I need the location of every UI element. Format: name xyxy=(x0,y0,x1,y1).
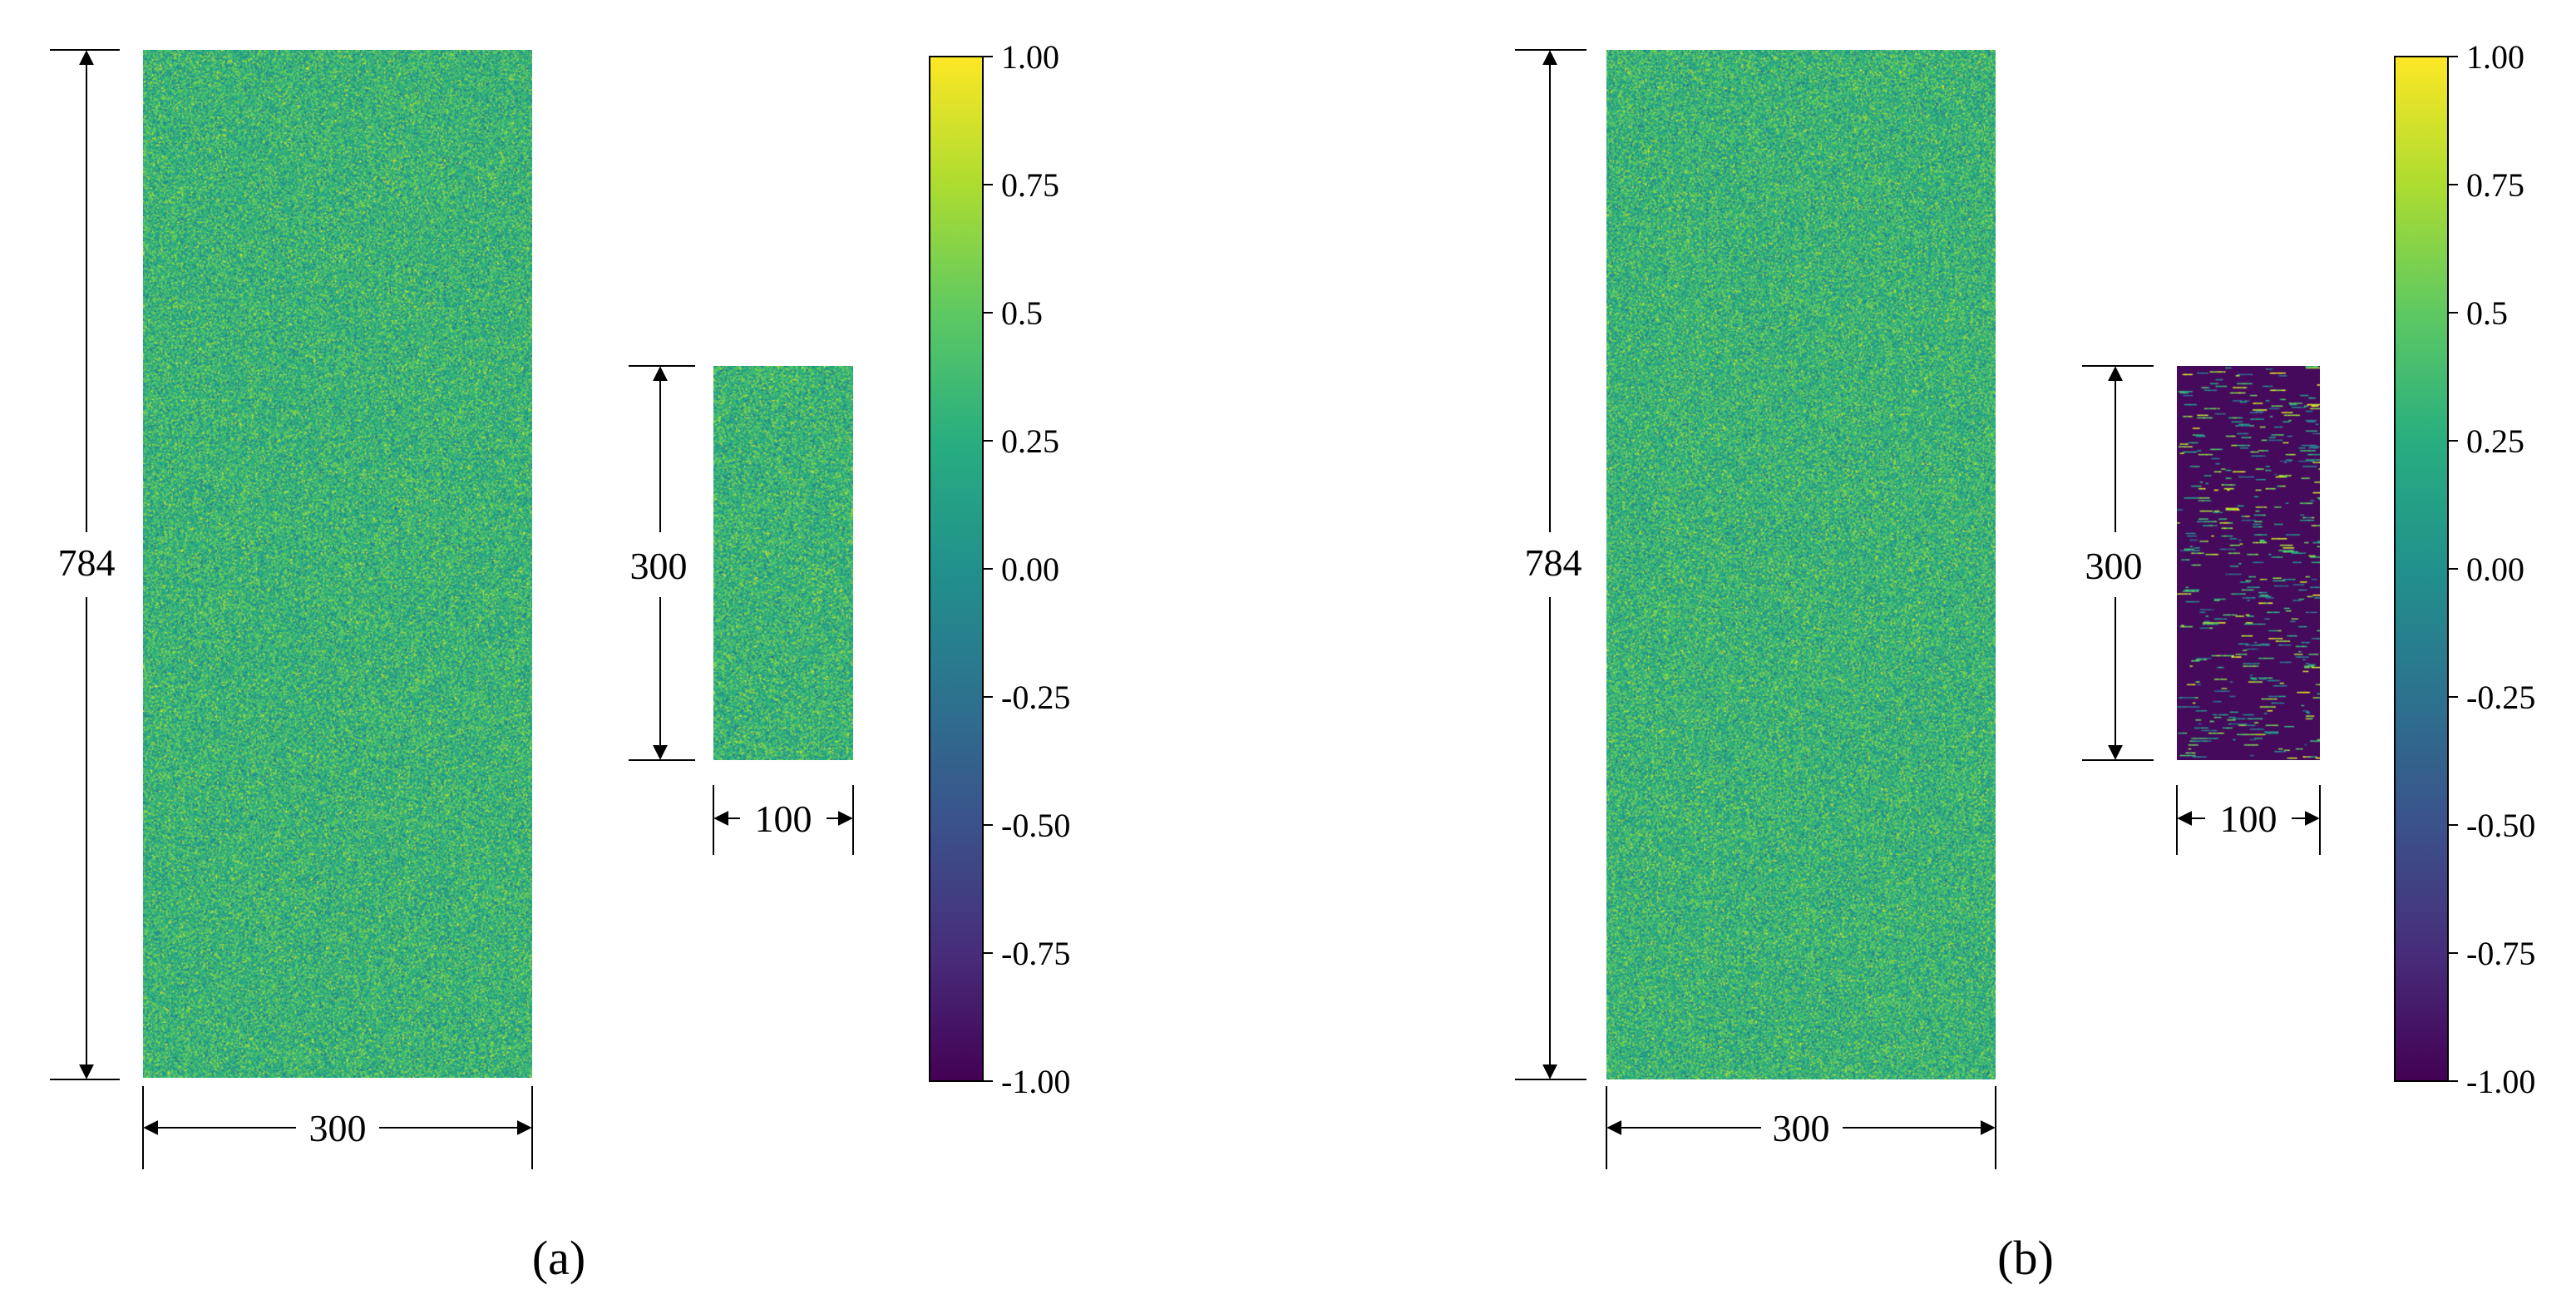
panel-a-small-matrix: 300 100 xyxy=(629,365,854,855)
panel-b-small-matrix: 300 100 xyxy=(2082,365,2321,855)
panel-a-colorbar-tick-label: -1.00 xyxy=(1001,1063,1070,1100)
panel-b-large-height-label: 784 xyxy=(1525,541,1582,584)
panel-b-small-height-label: 300 xyxy=(2085,545,2143,587)
panel-b-colorbar-tick-label: 0.00 xyxy=(2466,551,2524,588)
panel-b-colorbar-ticks: 1.00 0.75 0.5 0.25 0.00 -0.25 -0.50 -0.75 -1.00 xyxy=(2448,38,2535,1100)
panel-a-colorbar-tick-label: 0.25 xyxy=(1001,422,1059,460)
panel-b-small-width-label: 100 xyxy=(2220,798,2277,840)
panel-a-colorbar-gradient xyxy=(929,56,984,1082)
panel-a-large-height-label: 784 xyxy=(58,541,116,584)
panel-a-small-height-label: 300 xyxy=(630,545,688,587)
panel-b-colorbar-tick-label: -0.50 xyxy=(2466,807,2535,844)
panel-b-colorbar-tick-label: -0.75 xyxy=(2466,935,2535,972)
panel-b-large-matrix: 784 300 xyxy=(1515,49,1996,1169)
panel-b-colorbar-gradient xyxy=(2394,56,2449,1082)
panel-b-small-heatmap xyxy=(2177,366,2320,760)
panel-a-small-width-label: 100 xyxy=(755,798,812,840)
panel-a-colorbar-tick-label: -0.50 xyxy=(1001,807,1070,844)
panel-a-colorbar-tick-label: 0.5 xyxy=(1001,294,1043,332)
panel-b: 784 300 300 100 1.00 0.75 0.5 0.25 0.00 -0.25… xyxy=(1515,38,2535,1285)
panel-a-colorbar-tick-label: 0.00 xyxy=(1001,551,1059,588)
panel-a-large-heatmap xyxy=(143,50,532,1078)
panel-a-label: (a) xyxy=(532,1231,585,1285)
panel-b-large-width-label: 300 xyxy=(1773,1107,1830,1149)
panel-b-label: (b) xyxy=(1997,1231,2054,1285)
panel-b-colorbar-tick-label: 1.00 xyxy=(2466,38,2524,76)
panel-b-colorbar-tick-label: 0.5 xyxy=(2466,294,2508,332)
panel-b-large-heatmap xyxy=(1606,50,1996,1079)
panel-a: 784 300 300 100 1.000.750.50.250.00-0.2 xyxy=(50,38,1070,1285)
panel-a-colorbar-tick-label: 0.75 xyxy=(1001,166,1059,204)
panel-a-large-matrix: 784 300 xyxy=(50,49,533,1169)
panel-b-colorbar-tick-label: -1.00 xyxy=(2466,1063,2535,1100)
panel-a-large-width-label: 300 xyxy=(309,1107,367,1149)
panel-a-colorbar-tick-label: -0.25 xyxy=(1001,679,1070,716)
panel-b-colorbar: 1.00 0.75 0.5 0.25 0.00 -0.25 -0.50 -0.75 -1.00 xyxy=(2394,38,2535,1100)
panel-a-small-heatmap xyxy=(713,366,853,760)
panel-b-colorbar-tick-label: 0.75 xyxy=(2466,166,2524,204)
panel-a-colorbar-tick-label: 1.00 xyxy=(1001,38,1059,76)
panel-b-colorbar-tick-label: 0.25 xyxy=(2466,422,2524,460)
panel-a-colorbar-ticks: 1.00 0.75 0.5 0.25 0.00 -0.25 -0.50 -0.75 -1.00 xyxy=(983,38,1070,1100)
panel-a-colorbar: 1.00 0.75 0.5 0.25 0.00 -0.25 -0.50 -0.75 -1.00 xyxy=(929,38,1070,1100)
panel-b-colorbar-tick-label: -0.25 xyxy=(2466,679,2535,716)
panel-a-colorbar-tick-label: -0.75 xyxy=(1001,935,1070,972)
